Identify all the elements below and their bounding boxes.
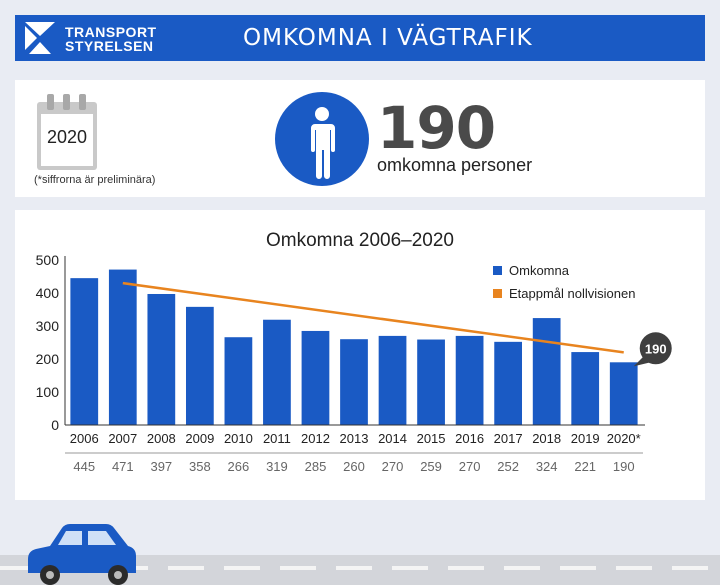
y-tick-label: 0 [51, 417, 59, 433]
bar [455, 335, 484, 425]
value-label: 259 [420, 459, 442, 474]
fatalities-caption: omkomna personer [377, 155, 533, 175]
bar [70, 278, 99, 425]
x-tick-label: 2017 [494, 431, 523, 446]
value-label: 471 [112, 459, 134, 474]
y-tick-label: 500 [36, 252, 60, 268]
x-tick-label: 2007 [108, 431, 137, 446]
summary-panel: 2020 (*siffrorna är preliminära) 190 omk… [15, 80, 705, 197]
bar [609, 362, 638, 425]
value-label: 358 [189, 459, 211, 474]
x-tick-label: 2013 [340, 431, 369, 446]
y-tick-label: 300 [36, 318, 60, 334]
bar [417, 339, 445, 425]
chart-panel: Omkomna 2006–2020 0 100 200 300 400 500 2006 200… [15, 210, 705, 500]
x-tick-label: 2014 [378, 431, 407, 446]
value-label: 324 [536, 459, 558, 474]
fatalities-count: 190 [377, 94, 496, 162]
transportstyrelsen-logo: TRANSPORT STYRELSEN [25, 21, 157, 55]
value-label: 270 [459, 459, 481, 474]
logo-mark-icon [25, 22, 55, 54]
bar [147, 293, 176, 425]
value-label: 260 [343, 459, 365, 474]
x-tick-label: 2011 [263, 431, 291, 446]
callout-label: 190 [645, 341, 667, 356]
legend-swatch-omkomna [493, 266, 502, 275]
value-label: 319 [266, 459, 288, 474]
page-title: OMKOMNA I VÄGTRAFIK [243, 25, 533, 51]
person-badge [275, 92, 369, 186]
x-tick-label: 2010 [224, 431, 253, 446]
y-tick-label: 400 [36, 285, 60, 301]
preliminary-note: (*siffrorna är preliminära) [34, 174, 156, 186]
bar [108, 269, 137, 425]
x-tick-label: 2018 [532, 431, 561, 446]
bar [340, 339, 368, 425]
legend-label-omkomna: Omkomna [509, 263, 570, 278]
logo-line-1: TRANSPORT [65, 24, 157, 40]
bar [494, 341, 523, 425]
chart-title: Omkomna 2006–2020 [266, 230, 454, 251]
bar [532, 318, 561, 425]
value-label: 270 [382, 459, 404, 474]
y-tick-label: 100 [36, 384, 60, 400]
bar [301, 330, 330, 425]
bar [571, 352, 600, 425]
header-bar: TRANSPORT STYRELSEN OMKOMNA I VÄGTRAFIK [15, 15, 705, 61]
value-label: 221 [574, 459, 596, 474]
trend-line [122, 281, 624, 354]
bar [263, 319, 291, 425]
value-label: 285 [305, 459, 327, 474]
x-tick-label: 2019 [571, 431, 600, 446]
y-tick-label: 200 [36, 351, 60, 367]
road-marking [0, 566, 720, 570]
callout-bubble [639, 332, 672, 365]
value-label: 397 [150, 459, 172, 474]
x-tick-label: 2020* [607, 431, 641, 446]
x-tick-label: 2012 [301, 431, 330, 446]
calendar-icon [37, 94, 97, 170]
x-tick-label: 2008 [147, 431, 176, 446]
bar [185, 306, 214, 425]
legend-label-etappmal: Etappmål nollvisionen [509, 286, 635, 301]
x-tick-label: 2016 [455, 431, 484, 446]
bar [378, 335, 407, 425]
car-icon [28, 524, 136, 585]
x-tick-label: 2009 [185, 431, 214, 446]
logo-line-2: STYRELSEN [65, 38, 154, 54]
calendar-year: 2020 [46, 127, 88, 147]
x-tick-label: 2006 [70, 431, 99, 446]
logo-text: TRANSPORT STYRELSEN [65, 25, 157, 53]
person-icon [311, 107, 335, 179]
value-label: 190 [613, 459, 635, 474]
bar [224, 337, 253, 425]
value-label: 445 [73, 459, 95, 474]
value-label: 266 [228, 459, 250, 474]
x-tick-label: 2015 [417, 431, 446, 446]
fatalities-chart: Omkomna 2006–2020 0 100 200 300 400 500 2006 200… [36, 230, 672, 474]
legend-swatch-etappmal [493, 289, 502, 298]
value-label: 252 [497, 459, 519, 474]
